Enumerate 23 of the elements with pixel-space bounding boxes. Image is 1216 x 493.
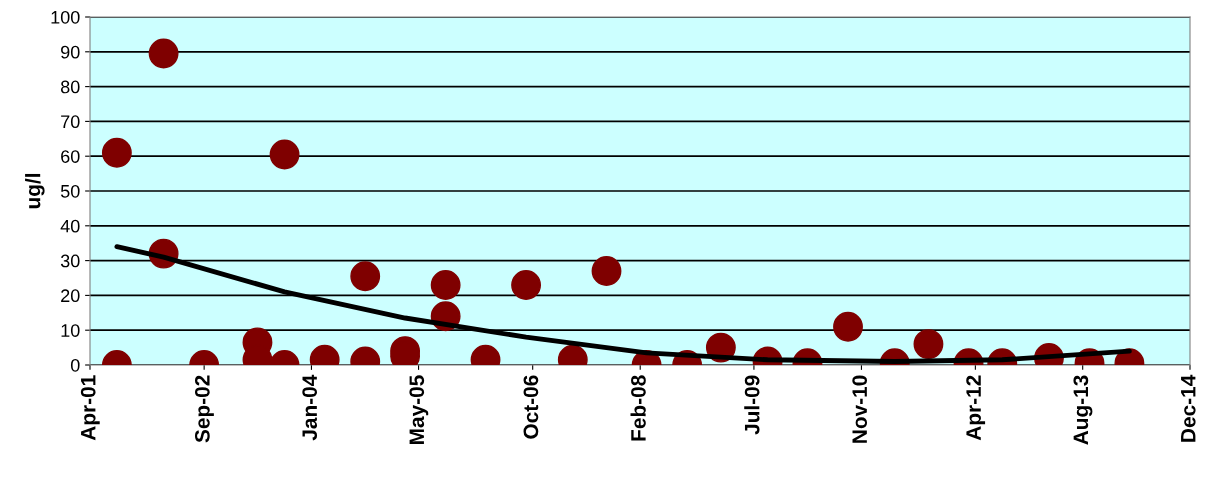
- x-tick-label: Feb-08: [630, 375, 646, 441]
- x-tick-label: Dec-14: [1181, 374, 1196, 442]
- y-tick-label: 60: [61, 150, 80, 163]
- x-tick-label: Jul-09: [744, 375, 760, 435]
- y-tick-label: 30: [60, 254, 80, 268]
- x-tick-label: Apr-12: [966, 375, 986, 441]
- y-tick-label: 0: [70, 358, 80, 372]
- y-axis-title: ug/l: [25, 173, 45, 209]
- y-tick-label: 100: [51, 10, 80, 24]
- x-tick-label: Jan-04: [302, 374, 318, 441]
- y-tick-label: 70: [61, 115, 80, 129]
- y-tick-label: 20: [61, 289, 80, 303]
- x-tick-label: May-05: [409, 375, 429, 444]
- y-tick-label: 90: [61, 45, 80, 59]
- y-tick-label: 10: [61, 324, 80, 337]
- y-tick-label: 40: [60, 219, 80, 233]
- x-tick-label: Sep-02: [194, 375, 214, 443]
- y-tick-label: 50: [60, 184, 80, 198]
- x-tick-label: Nov-10: [852, 375, 868, 443]
- x-tick-label: Oct-06: [523, 375, 539, 439]
- y-tick-label: 80: [60, 80, 80, 94]
- x-tick-label: Aug-13: [1073, 375, 1093, 445]
- x-tick-label: Apr-01: [80, 375, 100, 441]
